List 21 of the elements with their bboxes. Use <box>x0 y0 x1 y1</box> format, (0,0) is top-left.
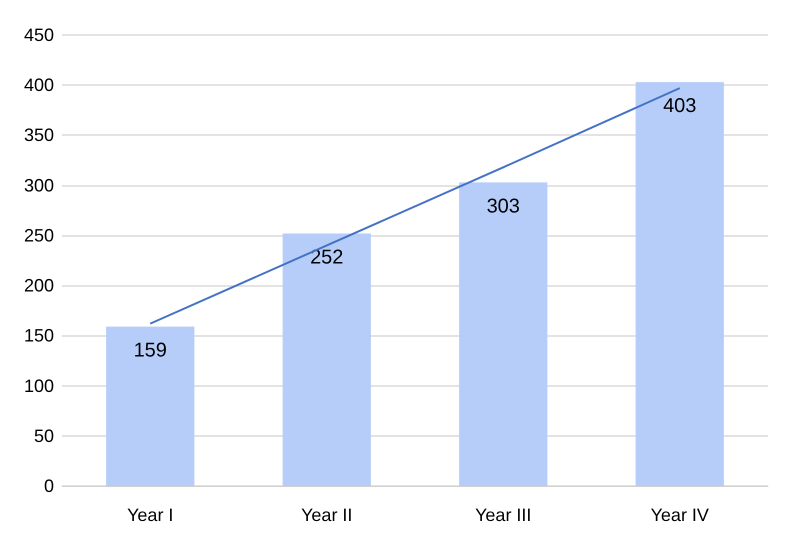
x-tick-label: Year II <box>301 505 352 525</box>
y-tick-label: 50 <box>34 426 54 446</box>
bar <box>106 326 194 486</box>
data-label: 303 <box>486 195 520 218</box>
y-tick-label: 350 <box>24 125 54 146</box>
bar <box>636 82 724 486</box>
bar <box>282 233 371 486</box>
y-tick-label: 150 <box>24 326 54 346</box>
data-label: 159 <box>134 340 167 362</box>
data-label: 403 <box>663 95 696 118</box>
y-tick-label: 400 <box>24 75 54 96</box>
y-tick-label: 450 <box>24 25 54 45</box>
x-tick-label: Year III <box>475 505 532 525</box>
y-tick-label: 250 <box>24 225 54 246</box>
bar <box>459 182 548 486</box>
x-tick-label: Year IV <box>650 505 709 525</box>
x-tick-label: Year I <box>127 505 174 525</box>
y-tick-label: 100 <box>24 376 54 396</box>
y-tick-label: 300 <box>24 175 54 196</box>
y-tick-label: 200 <box>24 276 54 296</box>
y-tick-label: 0 <box>44 476 54 496</box>
